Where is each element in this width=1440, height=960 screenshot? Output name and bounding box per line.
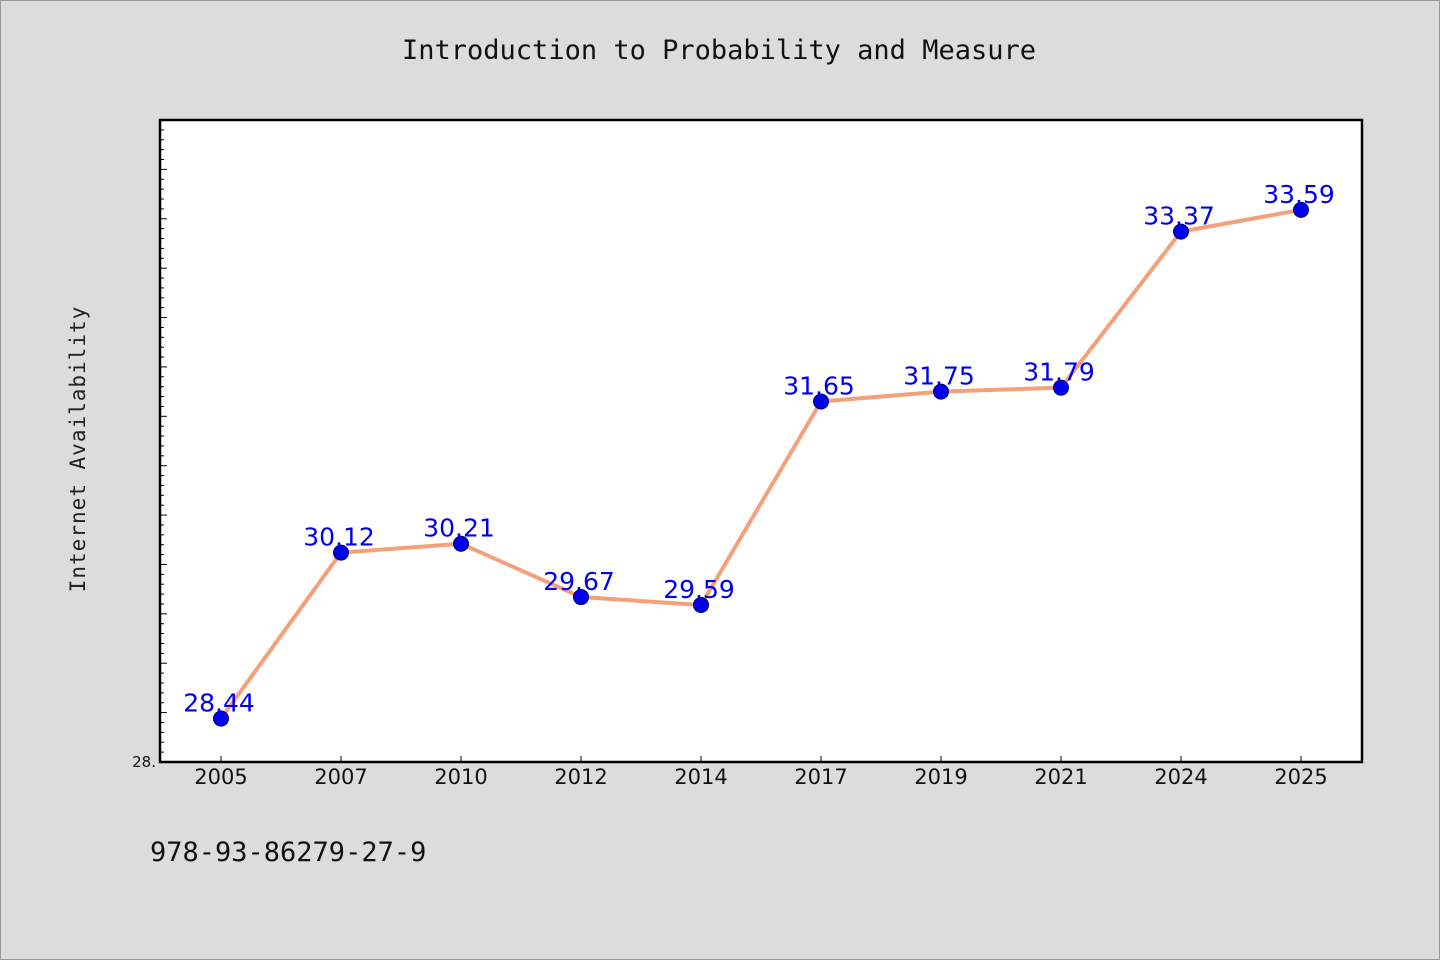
chart-title: Introduction to Probability and Measure [402,35,1036,66]
x-tick-label: 2014 [674,765,727,789]
data-point [933,383,949,400]
data-label: 33.59 [1263,180,1335,209]
data-point [1173,223,1189,240]
data-point [1293,201,1309,218]
x-tick-label: 2025 [1274,765,1327,789]
x-tick-label: 2010 [434,765,487,789]
data-label: 28.44 [183,689,255,718]
data-label: 31.75 [903,362,975,391]
isbn-text: 978-93-86279-27-9 [150,837,427,868]
plot-area [160,120,1362,762]
data-point [333,544,349,561]
x-tick-label: 2021 [1034,765,1087,789]
x-tick-label: 2005 [194,765,247,789]
y-tick-label: 28. [132,753,156,771]
data-point [213,710,229,727]
data-point [573,589,589,606]
x-tick-label: 2012 [554,765,607,789]
x-tick-label: 2007 [314,765,367,789]
data-label: 29.67 [543,567,615,596]
data-point [1053,379,1069,396]
data-label: 30.12 [303,523,375,552]
data-point [693,596,709,613]
data-label: 30.21 [423,514,495,543]
data-label: 31.79 [1023,358,1095,387]
data-label: 31.65 [783,371,855,400]
series-line [219,207,1302,720]
plot-frame [158,118,1364,764]
x-tick-label: 2017 [794,765,847,789]
data-label: 29.59 [663,575,735,604]
data-point [813,393,829,410]
x-tick-label: 2024 [1154,765,1207,789]
x-tick-label: 2019 [914,765,967,789]
data-label: 33.37 [1143,202,1215,231]
data-point [453,535,469,552]
